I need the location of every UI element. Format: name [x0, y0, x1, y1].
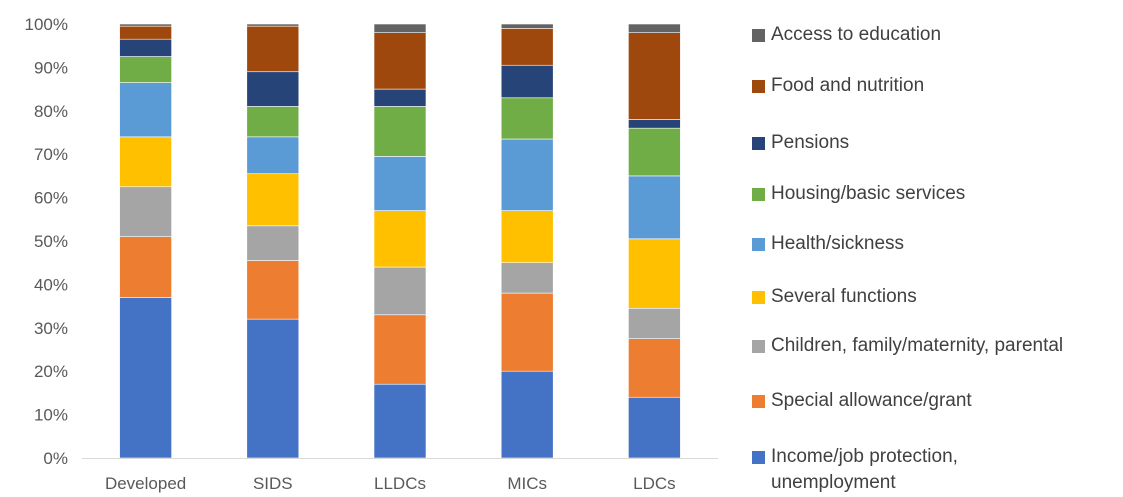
bar-segment — [500, 23, 554, 29]
x-axis: Developed SIDS LLDCs MICs LDCs — [105, 474, 676, 493]
legend-item: Several functions — [752, 284, 917, 310]
legend-label: Special allowance/grant — [771, 390, 972, 411]
bar-segment — [373, 383, 427, 459]
bar-segment — [246, 23, 300, 27]
legend-swatch — [752, 238, 765, 251]
x-tick-label: LDCs — [633, 474, 676, 493]
bar-segment — [373, 210, 427, 268]
y-tick-label: 90% — [34, 58, 68, 77]
y-tick-label: 30% — [34, 319, 68, 338]
legend-item: Food and nutrition — [752, 73, 924, 99]
legend-swatch — [752, 80, 765, 93]
bar-segment — [119, 236, 172, 298]
bar-segment — [500, 64, 554, 99]
legend-swatch — [752, 137, 765, 150]
bar-segment — [246, 106, 300, 138]
bar-segment — [500, 97, 554, 140]
bar-segment — [119, 186, 172, 237]
legend-swatch — [752, 451, 765, 464]
bar-segment — [628, 23, 681, 33]
x-tick-label: MICs — [507, 474, 547, 493]
bar-segment — [628, 32, 681, 120]
bar-segment — [119, 297, 172, 459]
bar-segment — [119, 23, 172, 27]
legend-label: Health/sickness — [771, 233, 905, 254]
bars-area — [119, 23, 681, 459]
y-tick-label: 60% — [34, 189, 68, 208]
legend-item: Housing/basic services — [752, 181, 965, 207]
y-tick-label: 100% — [25, 15, 68, 34]
bar-segment — [119, 136, 172, 188]
legend-item: Pensions — [752, 130, 849, 156]
bar-segment — [373, 266, 427, 316]
bar-segment — [246, 25, 300, 73]
y-tick-label: 10% — [34, 406, 68, 425]
legend-label: Income/job protection, unemployment — [771, 446, 958, 493]
bar-segment — [246, 136, 300, 175]
y-tick-label: 0% — [43, 449, 68, 468]
legend-swatch — [752, 395, 765, 408]
bar-segment — [246, 260, 300, 320]
x-tick-label: Developed — [105, 474, 186, 493]
bar-segment — [628, 396, 681, 459]
y-tick-label: 40% — [34, 275, 68, 294]
bar-segment — [373, 32, 427, 90]
bar-segment — [628, 338, 681, 398]
x-tick-label: LLDCs — [374, 474, 426, 493]
bar-segment — [628, 307, 681, 339]
bar-segment — [500, 370, 554, 459]
bar-segment — [246, 318, 300, 459]
bar-segment — [246, 225, 300, 261]
bar-segment — [628, 175, 681, 240]
y-tick-label: 20% — [34, 362, 68, 381]
legend-item: Children, family/maternity, parental — [752, 333, 1063, 359]
legend-item: Income/job protection, unemployment — [752, 444, 1016, 496]
legend-item: Health/sickness — [752, 231, 904, 257]
bar-segment — [246, 173, 300, 227]
bar-segment — [500, 262, 554, 294]
bar-segment — [500, 138, 554, 211]
bar-segment — [500, 292, 554, 372]
bar-segment — [373, 88, 427, 107]
bar-segment — [119, 25, 172, 40]
legend-swatch — [752, 340, 765, 353]
bar-segment — [119, 38, 172, 57]
x-tick-label: SIDS — [253, 474, 293, 493]
bar-segment — [373, 314, 427, 385]
bar-segment — [628, 119, 681, 129]
bar-segment — [246, 71, 300, 107]
y-tick-label: 50% — [34, 232, 68, 251]
legend-label: Children, family/maternity, parental — [771, 335, 1064, 356]
bar-segment — [373, 23, 427, 33]
stacked-bar-chart: 0% 10% 20% 30% 40% 50% 60% 70% 80% 90% 100% Develo… — [25, 15, 718, 493]
legend-label: Pensions — [771, 132, 850, 153]
bar-segment — [628, 127, 681, 177]
legend-item: Special allowance/grant — [752, 388, 972, 414]
legend-label: Food and nutrition — [771, 75, 925, 96]
bar-segment — [500, 28, 554, 66]
legend-label: Access to education — [771, 24, 942, 45]
y-tick-label: 80% — [34, 102, 68, 121]
legend-label: Several functions — [771, 286, 917, 307]
y-tick-label: 70% — [34, 145, 68, 164]
legend-label: Housing/basic services — [771, 183, 966, 204]
legend-swatch — [752, 29, 765, 42]
bar-segment — [500, 210, 554, 263]
y-axis: 0% 10% 20% 30% 40% 50% 60% 70% 80% 90% 100% — [25, 15, 68, 468]
legend-swatch — [752, 188, 765, 201]
legend-item: Access to education — [752, 22, 941, 48]
bar-segment — [628, 238, 681, 309]
bar-segment — [119, 56, 172, 83]
bar-segment — [373, 106, 427, 157]
bar-segment — [373, 156, 427, 211]
bar-segment — [119, 82, 172, 138]
legend-swatch — [752, 291, 765, 304]
